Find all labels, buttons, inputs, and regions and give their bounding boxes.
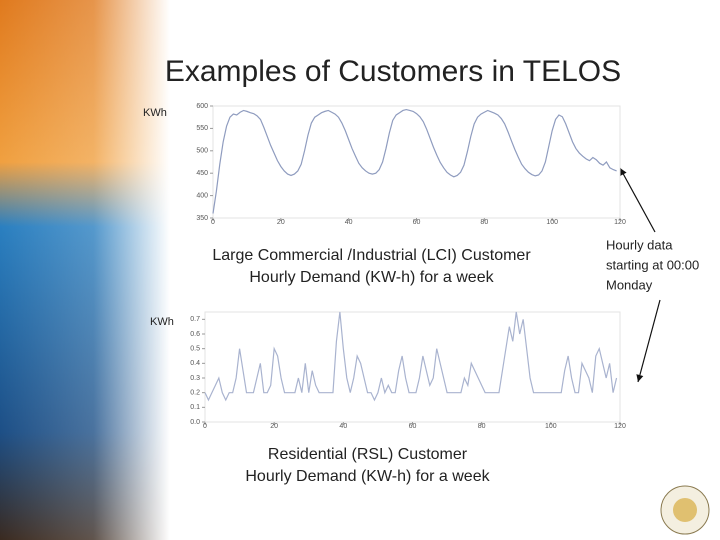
- y-tick-label: 0.2: [190, 390, 200, 397]
- logo-core: [673, 498, 697, 522]
- y-tick-label: 450: [196, 170, 208, 177]
- note-line: Hourly data: [606, 237, 673, 252]
- y-tick-label: 0.4: [190, 360, 200, 367]
- y-tick-label: 0.5: [190, 346, 200, 353]
- x-tick-label: 0: [211, 219, 215, 226]
- x-tick-label: 80: [480, 219, 488, 226]
- data-line: [204, 311, 618, 402]
- y-tick-label: 0.6: [190, 331, 200, 338]
- x-tick-label: 80: [478, 423, 486, 430]
- y-tick-label: 550: [196, 125, 208, 132]
- x-tick-label: 60: [409, 423, 417, 430]
- chart-caption: Large Commercial /Industrial (LCI) Custo…: [212, 247, 531, 264]
- note-line: starting at 00:00: [606, 257, 699, 272]
- x-tick-label: 20: [270, 423, 278, 430]
- y-tick-label: 500: [196, 148, 208, 155]
- y-axis-label: KWh: [143, 107, 167, 119]
- y-tick-label: 400: [196, 192, 208, 199]
- note-line: Monday: [606, 277, 653, 292]
- y-tick-label: 350: [196, 215, 208, 222]
- slide-title: Examples of Customers in TELOS: [165, 55, 621, 88]
- x-tick-label: 120: [614, 219, 626, 226]
- arrow: [636, 299, 661, 383]
- x-tick-label: 40: [339, 423, 347, 430]
- y-tick-label: 0.0: [190, 419, 200, 426]
- note: Hourly data starting at 00:00 Monday: [606, 237, 699, 292]
- data-line: [212, 108, 617, 214]
- chart-caption: Hourly Demand (KW-h) for a week: [249, 269, 494, 286]
- x-tick-label: 0: [203, 423, 207, 430]
- chart-caption: Hourly Demand (KW-h) for a week: [245, 468, 490, 485]
- x-tick-label: 20: [277, 219, 285, 226]
- y-tick-label: 0.1: [190, 404, 200, 411]
- plot-frame: [204, 311, 621, 423]
- x-tick-label: 60: [413, 219, 421, 226]
- y-tick-label: 600: [196, 103, 208, 110]
- x-tick-label: 100: [546, 219, 558, 226]
- y-tick-label: 0.3: [190, 375, 200, 382]
- x-tick-label: 40: [345, 219, 353, 226]
- decoration-fade: [0, 0, 170, 540]
- arrow: [619, 167, 656, 233]
- y-axis-label: KWh: [150, 316, 174, 328]
- chart-caption: Residential (RSL) Customer: [268, 446, 468, 463]
- y-tick-label: 0.7: [190, 316, 200, 323]
- plot-frame: [212, 105, 621, 219]
- x-tick-label: 100: [545, 423, 557, 430]
- x-tick-label: 120: [614, 423, 626, 430]
